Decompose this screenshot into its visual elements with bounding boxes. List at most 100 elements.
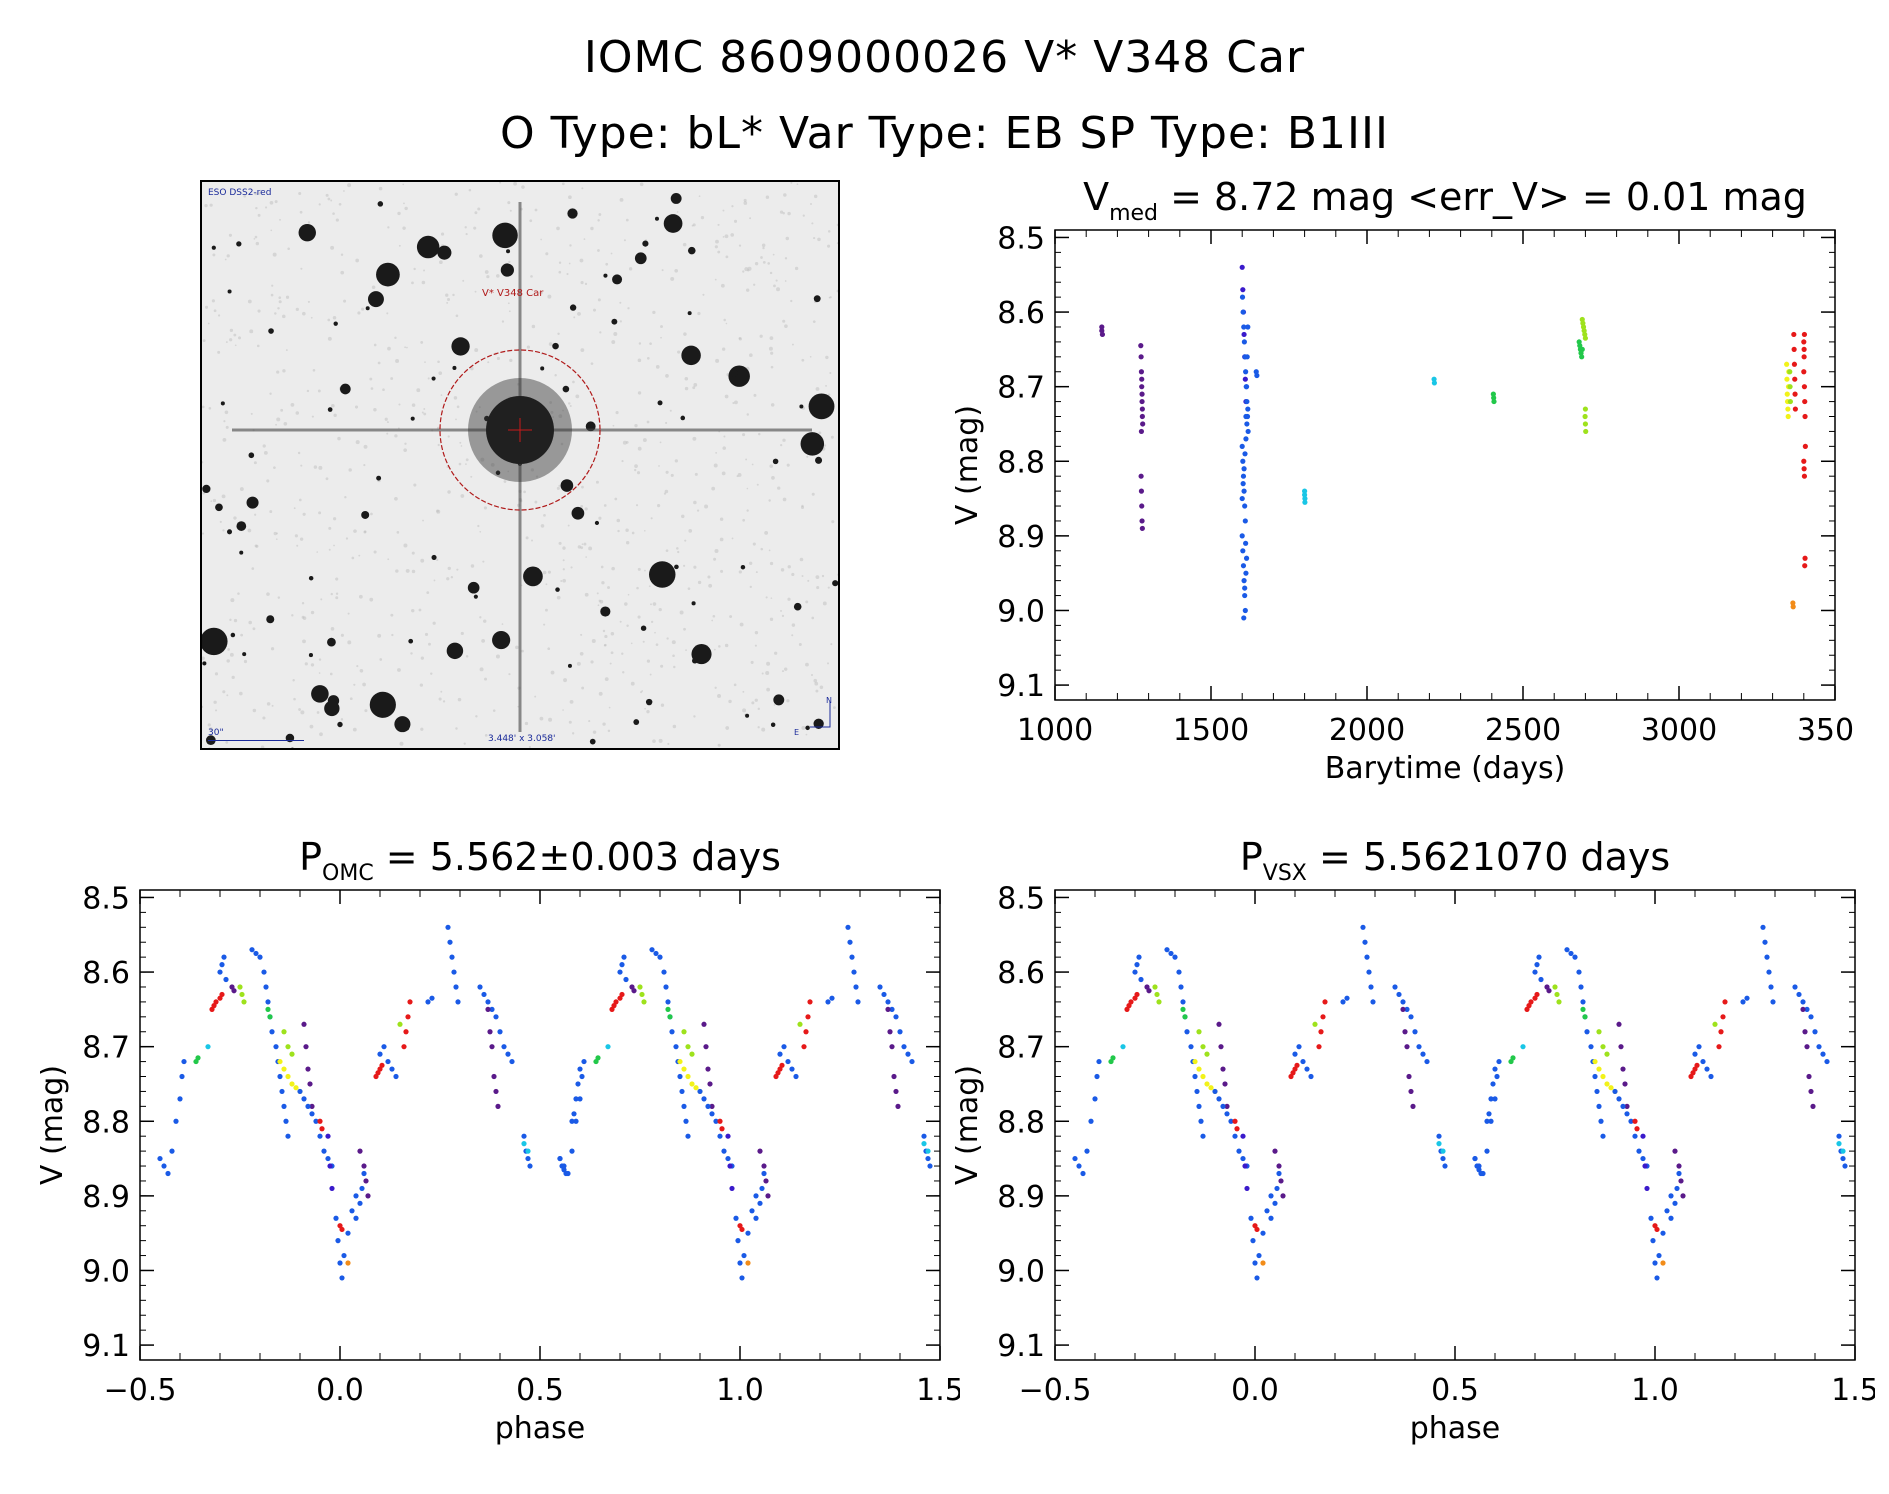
sky-noise xyxy=(275,538,278,540)
data-point xyxy=(1528,999,1534,1005)
star xyxy=(492,630,511,650)
sky-noise xyxy=(754,698,758,702)
star xyxy=(220,401,225,406)
sky-noise xyxy=(613,332,618,336)
data-point xyxy=(1708,1073,1714,1080)
x-axis-label: Barytime (days) xyxy=(1325,751,1566,786)
sky-noise xyxy=(604,677,609,682)
sky-noise xyxy=(521,185,525,189)
data-point xyxy=(557,1155,563,1162)
sky-noise xyxy=(442,700,446,703)
sky-noise xyxy=(723,318,726,322)
sky-noise xyxy=(831,520,835,524)
sky-noise xyxy=(602,722,606,726)
sky-noise xyxy=(331,403,335,408)
data-point xyxy=(685,1044,691,1050)
sky-noise xyxy=(437,360,440,363)
sky-noise xyxy=(440,394,443,396)
sky-noise xyxy=(635,504,639,507)
data-point xyxy=(725,1155,731,1162)
sky-noise xyxy=(276,417,281,422)
sky-noise xyxy=(243,659,248,664)
sky-noise xyxy=(724,234,729,239)
data-point xyxy=(1120,1044,1126,1050)
y-tick-label: 9.0 xyxy=(997,594,1045,629)
sky-noise xyxy=(630,642,633,645)
star xyxy=(239,550,244,555)
sky-noise xyxy=(731,537,734,540)
sky-noise xyxy=(530,275,533,278)
sky-noise xyxy=(278,300,282,304)
data-point xyxy=(1368,984,1374,990)
sky-noise xyxy=(419,683,424,687)
data-point xyxy=(1242,592,1248,599)
data-point xyxy=(1440,1148,1446,1154)
sky-noise xyxy=(507,470,510,473)
sky-noise xyxy=(584,282,588,285)
sky-noise xyxy=(247,528,252,533)
data-point xyxy=(1245,406,1251,412)
star xyxy=(500,263,514,277)
data-point xyxy=(1268,1193,1274,1199)
sky-noise xyxy=(796,183,799,186)
sky-noise xyxy=(725,726,730,730)
data-point xyxy=(1234,1126,1240,1132)
data-point xyxy=(1792,376,1798,382)
finder-size-label: 3.448' x 3.058' xyxy=(488,734,556,744)
sky-noise xyxy=(209,203,213,207)
sky-noise xyxy=(229,328,234,333)
data-point xyxy=(1424,1058,1430,1065)
sky-noise xyxy=(255,544,259,548)
sky-noise xyxy=(222,690,226,694)
sky-noise xyxy=(644,569,646,572)
star xyxy=(236,521,247,531)
sky-noise xyxy=(785,236,790,241)
sky-noise xyxy=(280,408,284,412)
data-point xyxy=(289,1081,295,1087)
sky-noise xyxy=(270,647,275,651)
data-point xyxy=(1216,1021,1222,1027)
sky-noise xyxy=(440,690,443,693)
data-point xyxy=(1292,1051,1298,1057)
sky-noise xyxy=(300,267,303,270)
sky-noise xyxy=(543,513,546,517)
sky-noise xyxy=(204,204,208,208)
sky-noise xyxy=(657,504,661,508)
sky-noise xyxy=(403,202,405,205)
sky-noise xyxy=(410,652,413,655)
data-point xyxy=(317,1118,323,1124)
data-point xyxy=(289,1051,295,1057)
sky-noise xyxy=(798,643,802,646)
data-point xyxy=(1392,984,1398,990)
data-point xyxy=(339,1226,345,1233)
data-point xyxy=(1241,324,1247,330)
star xyxy=(571,506,585,520)
data-point xyxy=(621,954,627,960)
data-point xyxy=(1192,1058,1198,1065)
data-point xyxy=(283,1118,289,1124)
sky-noise xyxy=(363,444,368,449)
sky-noise xyxy=(539,290,543,295)
data-point xyxy=(1200,1044,1206,1050)
sky-noise xyxy=(627,593,630,596)
sky-noise xyxy=(784,324,788,328)
sky-noise xyxy=(792,343,794,346)
sky-noise xyxy=(396,531,400,534)
sky-noise xyxy=(825,355,829,360)
sky-noise xyxy=(676,547,679,550)
data-point xyxy=(345,1230,351,1236)
sky-noise xyxy=(581,543,584,546)
star xyxy=(799,404,804,409)
data-point xyxy=(1139,384,1145,390)
data-point xyxy=(673,1044,679,1050)
sky-noise xyxy=(413,483,417,487)
sky-noise xyxy=(634,468,637,472)
phase-curve-vsx-chart: PVSX = 5.5621070 days−0.5 0.0 0.5 1.0 1.58.5… xyxy=(955,835,1875,1446)
data-point xyxy=(1222,1081,1228,1087)
data-point xyxy=(1582,421,1588,427)
sky-noise xyxy=(743,201,748,205)
sky-noise xyxy=(373,343,377,347)
sky-noise xyxy=(637,391,642,395)
star xyxy=(562,385,570,393)
sky-noise xyxy=(333,413,337,417)
